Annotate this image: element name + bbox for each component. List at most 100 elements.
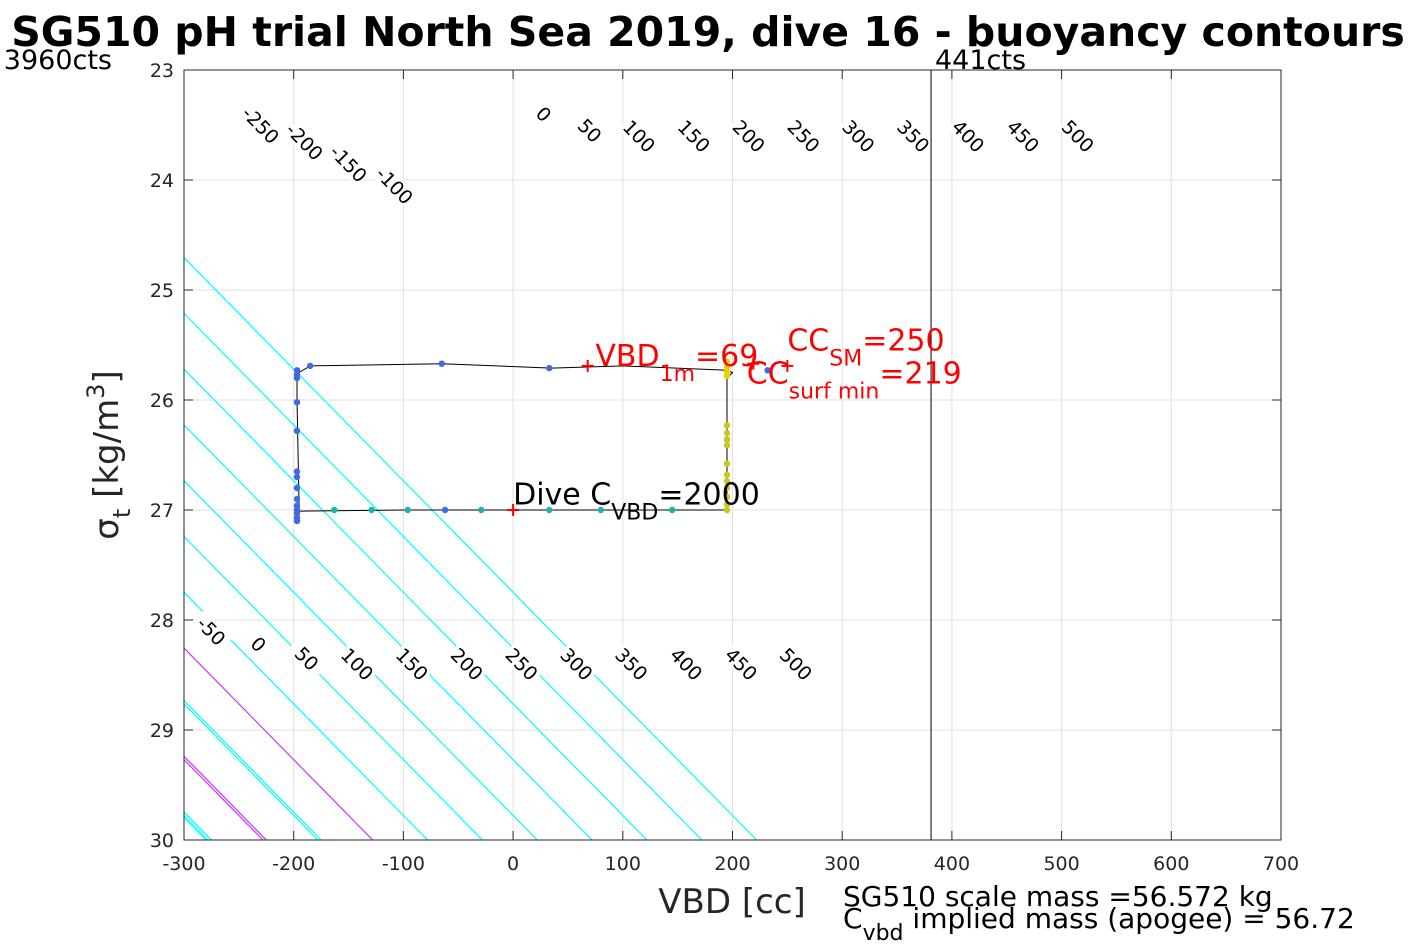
contour-line — [184, 535, 483, 840]
contours — [0, 70, 758, 840]
dive-point — [597, 506, 605, 514]
contour-label-bg — [1002, 114, 1045, 158]
dive-point — [293, 468, 301, 475]
contour-label-bg — [947, 114, 990, 158]
x-axis-label: VBD [cc] — [658, 882, 806, 922]
dive-point — [293, 510, 301, 517]
dive-point — [478, 506, 485, 514]
dive-point — [293, 367, 301, 374]
dive-point — [438, 360, 445, 367]
dive-point — [546, 364, 553, 372]
annotation-sub: SM — [829, 347, 862, 372]
dive-point — [668, 506, 676, 514]
annotation-main: CC — [787, 324, 829, 359]
x-tick-label: 100 — [605, 853, 641, 875]
dive-point — [293, 502, 301, 509]
contour-line — [184, 699, 322, 840]
footer-implied-mass: Cvbd implied mass (apogee) = 56.72 — [843, 902, 1355, 945]
dive-point — [723, 368, 731, 375]
dive-point — [723, 422, 731, 429]
dive-point — [723, 478, 731, 485]
dive-point — [293, 484, 301, 492]
dive-point — [293, 517, 301, 525]
dive-point — [764, 367, 771, 374]
y-tick-label: 24 — [150, 170, 174, 192]
dive-point — [723, 363, 731, 371]
left-top-label: 3960cts — [4, 45, 112, 76]
y-tick-label: 28 — [150, 610, 174, 632]
annotation-main: Dive C — [513, 478, 611, 513]
marker-plus — [581, 359, 594, 372]
contour-label-bg — [618, 114, 661, 158]
dive-points — [293, 358, 771, 525]
contour-label-bg — [555, 642, 598, 686]
dive-point — [723, 501, 731, 508]
dive-point — [723, 358, 731, 365]
contour-label-bg — [610, 642, 653, 686]
footer-mass: SG510 scale mass =56.572 kg — [843, 880, 1273, 913]
y-label-units: [kg/m — [87, 399, 127, 509]
contour-label-bg — [892, 114, 935, 158]
dive-point — [723, 441, 731, 449]
marker-plus — [507, 504, 520, 516]
contour-line — [0, 70, 162, 840]
contour-label-bg — [445, 642, 489, 686]
contour-label-bg — [672, 114, 716, 158]
x-tick-label: 600 — [1153, 853, 1189, 875]
annotation-tail: =219 — [879, 357, 961, 392]
dive-point — [306, 362, 314, 370]
annotation-sub: surf min — [789, 380, 880, 405]
y-tick-label: 29 — [150, 720, 174, 742]
contour-line — [184, 591, 428, 840]
y-tick-label: 27 — [150, 500, 174, 522]
contour-line — [184, 703, 319, 840]
dive-point — [293, 374, 301, 382]
y-tick-label: 25 — [150, 280, 174, 302]
contour-line — [184, 312, 703, 840]
y-tick-label: 30 — [150, 830, 174, 852]
y-label-sigma: σ — [87, 518, 127, 540]
vertical-line-label: 441cts — [935, 45, 1026, 76]
dive-point — [723, 506, 731, 514]
x-tick-label: 300 — [824, 853, 860, 875]
contour-line — [184, 424, 593, 840]
contour-label-bg — [373, 164, 416, 207]
dive-point — [546, 506, 553, 514]
contour-label-bg — [285, 637, 329, 680]
contour-line — [0, 70, 151, 840]
footer-c: C — [843, 902, 863, 935]
contour-label-bg — [665, 642, 708, 686]
annotation-tail: =69 — [695, 339, 758, 374]
annotation-main: CC — [747, 357, 789, 392]
annotation-main: VBD — [595, 339, 659, 374]
x-tick-label: -300 — [162, 853, 205, 875]
x-tick-label: -200 — [272, 853, 315, 875]
annotation: Dive CVBD=2000 — [513, 478, 760, 526]
y-axis-label: σt [kg/m3] — [82, 370, 136, 539]
x-tick-label: 700 — [1263, 853, 1299, 875]
contour-label-bg — [727, 114, 771, 158]
dive-point — [723, 436, 731, 443]
dive-point — [441, 506, 449, 514]
dive-point — [293, 473, 301, 481]
contour-label-bg — [720, 642, 763, 686]
contour-label-bg — [522, 92, 565, 136]
annotation: CCsurf min=219 — [747, 357, 962, 405]
y-label-close: ] — [87, 370, 127, 383]
contour-label-bg — [391, 642, 434, 686]
y-tick-label: 23 — [150, 60, 174, 82]
annotation-tail: =250 — [862, 324, 944, 359]
dive-point — [723, 493, 731, 500]
dive-point — [723, 429, 731, 437]
axis-ticks: -300 -200 -100 0 100 200 300 400 500 600 700 23 24 25… — [150, 60, 1299, 875]
x-tick-label: 200 — [714, 853, 750, 875]
footer-tail: implied mass (apogee) = 56.72 — [904, 902, 1355, 935]
dive-point — [293, 427, 301, 434]
chart-title: SG510 pH trial North Sea 2019, dive 16 -… — [11, 8, 1405, 56]
contour-line — [184, 647, 374, 840]
contour-label-bg — [239, 103, 282, 147]
dive-point — [723, 372, 731, 379]
y-label-sup: 3 — [82, 384, 110, 399]
contour-label-bg — [837, 114, 880, 158]
